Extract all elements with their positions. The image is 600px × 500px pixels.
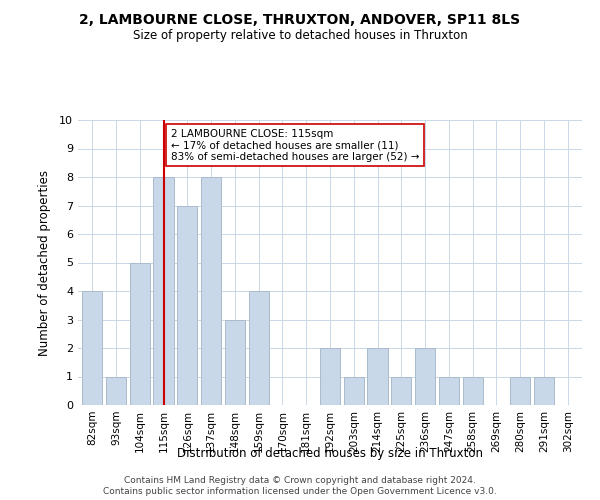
Bar <box>177 206 197 405</box>
Text: Contains public sector information licensed under the Open Government Licence v3: Contains public sector information licen… <box>103 488 497 496</box>
Bar <box>463 376 483 405</box>
Bar <box>439 376 459 405</box>
Bar <box>248 291 269 405</box>
Bar <box>344 376 364 405</box>
Bar <box>82 291 103 405</box>
Text: Distribution of detached houses by size in Thruxton: Distribution of detached houses by size … <box>177 448 483 460</box>
Bar <box>415 348 435 405</box>
Text: 2 LAMBOURNE CLOSE: 115sqm
← 17% of detached houses are smaller (11)
83% of semi-: 2 LAMBOURNE CLOSE: 115sqm ← 17% of detac… <box>171 128 419 162</box>
Bar <box>510 376 530 405</box>
Bar <box>201 177 221 405</box>
Text: 2, LAMBOURNE CLOSE, THRUXTON, ANDOVER, SP11 8LS: 2, LAMBOURNE CLOSE, THRUXTON, ANDOVER, S… <box>79 12 521 26</box>
Bar <box>130 262 150 405</box>
Y-axis label: Number of detached properties: Number of detached properties <box>38 170 51 356</box>
Bar <box>367 348 388 405</box>
Text: Contains HM Land Registry data © Crown copyright and database right 2024.: Contains HM Land Registry data © Crown c… <box>124 476 476 485</box>
Bar <box>534 376 554 405</box>
Text: Size of property relative to detached houses in Thruxton: Size of property relative to detached ho… <box>133 29 467 42</box>
Bar <box>154 177 173 405</box>
Bar <box>391 376 412 405</box>
Bar <box>320 348 340 405</box>
Bar <box>106 376 126 405</box>
Bar <box>225 320 245 405</box>
